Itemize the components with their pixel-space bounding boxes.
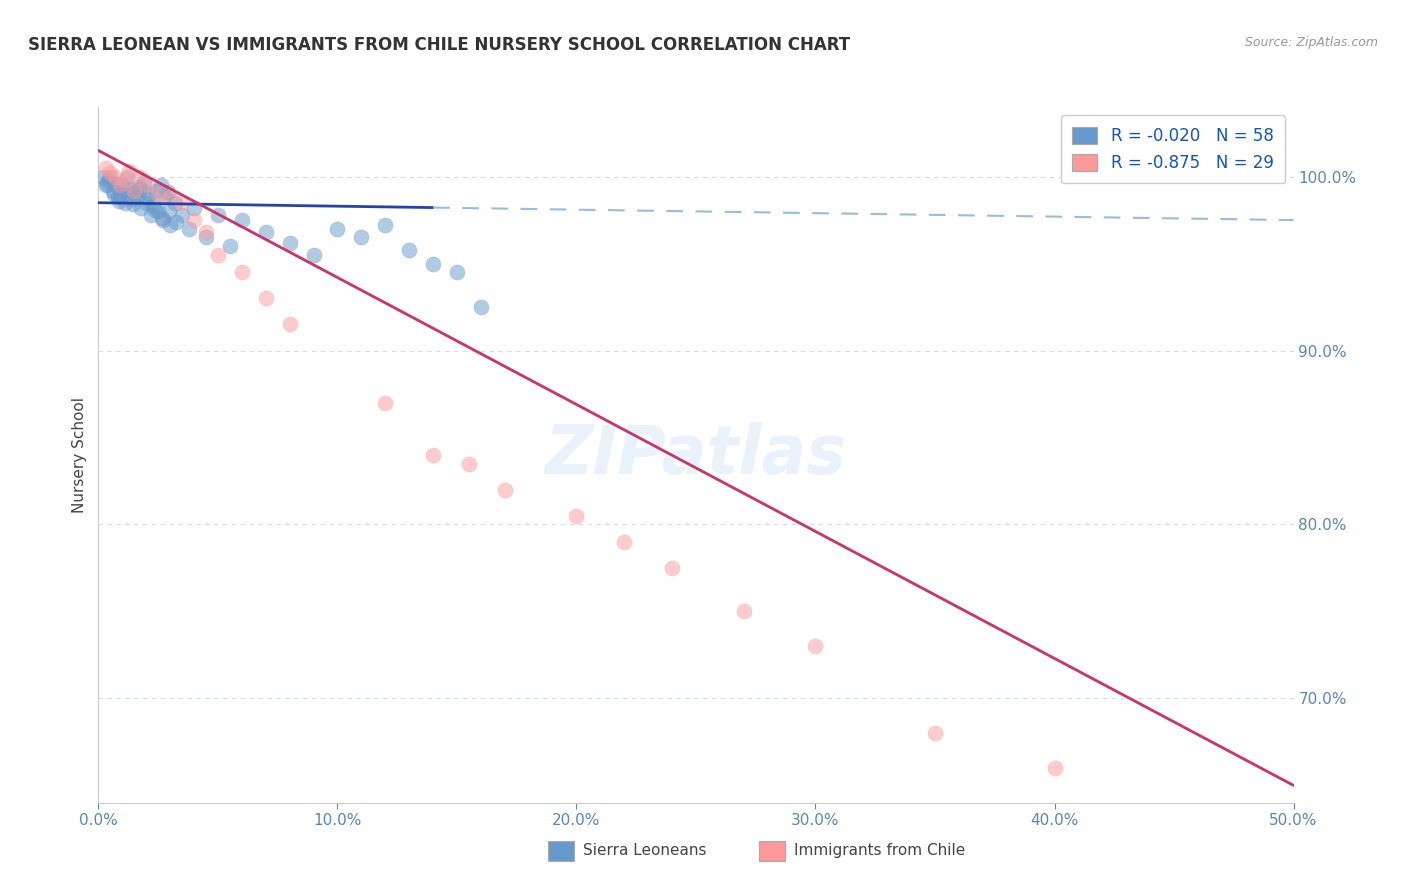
Point — [135, 195, 157, 210]
Point — [142, 199, 165, 213]
Point — [494, 483, 516, 497]
Point — [207, 248, 229, 262]
Point — [374, 395, 396, 409]
Point — [149, 178, 172, 193]
Point — [183, 201, 205, 215]
Point — [398, 243, 420, 257]
Point — [159, 219, 181, 233]
Point — [148, 187, 170, 202]
Point — [207, 208, 229, 222]
Point — [254, 291, 277, 305]
Point — [1043, 761, 1066, 775]
Point — [114, 173, 136, 187]
Point — [131, 201, 153, 215]
Point — [111, 178, 134, 193]
Point — [136, 192, 159, 206]
Y-axis label: Nursery School: Nursery School — [72, 397, 87, 513]
Point — [159, 190, 181, 204]
Point — [125, 188, 148, 202]
Point — [118, 164, 141, 178]
Point — [565, 508, 588, 523]
Point — [302, 248, 325, 262]
Point — [98, 169, 122, 184]
Point — [129, 182, 152, 196]
Point — [124, 186, 146, 200]
Point — [114, 195, 136, 210]
Point — [121, 192, 143, 206]
Point — [97, 173, 120, 187]
Point — [326, 222, 349, 236]
Point — [96, 177, 118, 191]
Point — [183, 213, 205, 227]
Text: ZIPatlas: ZIPatlas — [546, 422, 846, 488]
Point — [195, 225, 218, 239]
Point — [94, 178, 117, 193]
Point — [103, 187, 125, 202]
Point — [219, 239, 242, 253]
Point — [98, 166, 122, 180]
Text: SIERRA LEONEAN VS IMMIGRANTS FROM CHILE NURSERY SCHOOL CORRELATION CHART: SIERRA LEONEAN VS IMMIGRANTS FROM CHILE … — [28, 36, 851, 54]
Point — [155, 190, 177, 204]
Text: Sierra Leoneans: Sierra Leoneans — [583, 844, 707, 858]
Point — [350, 230, 373, 244]
Point — [278, 318, 301, 332]
Point — [231, 213, 253, 227]
Point — [94, 161, 117, 175]
Point — [118, 182, 141, 196]
Point — [132, 175, 155, 189]
Point — [143, 202, 166, 217]
Point — [254, 225, 277, 239]
Point — [91, 169, 114, 184]
Point — [374, 219, 396, 233]
Point — [195, 230, 218, 244]
Point — [661, 561, 683, 575]
Point — [470, 300, 492, 314]
Point — [107, 194, 129, 208]
Point — [124, 184, 146, 198]
Point — [613, 534, 636, 549]
Point — [104, 169, 127, 184]
Point — [104, 177, 127, 191]
Point — [135, 178, 157, 193]
Point — [156, 186, 179, 200]
Point — [179, 222, 201, 236]
Point — [128, 180, 150, 194]
Point — [422, 448, 444, 462]
Point — [115, 169, 138, 184]
Point — [152, 213, 174, 227]
Point — [422, 256, 444, 270]
Point — [138, 187, 160, 202]
Point — [165, 215, 187, 229]
Point — [139, 208, 162, 222]
Point — [122, 197, 145, 211]
Point — [458, 457, 481, 471]
Point — [101, 184, 124, 198]
Point — [172, 195, 194, 210]
Point — [128, 169, 150, 184]
Point — [163, 195, 186, 210]
Point — [108, 178, 131, 193]
Point — [733, 604, 755, 618]
Point — [231, 265, 253, 279]
Point — [157, 204, 180, 219]
Point — [924, 726, 946, 740]
Legend: R = -0.020   N = 58, R = -0.875   N = 29: R = -0.020 N = 58, R = -0.875 N = 29 — [1060, 115, 1285, 184]
Point — [145, 184, 167, 198]
Point — [108, 187, 131, 202]
Point — [148, 204, 170, 219]
Point — [107, 190, 129, 204]
Point — [446, 265, 468, 279]
Point — [115, 184, 138, 198]
Text: Source: ZipAtlas.com: Source: ZipAtlas.com — [1244, 36, 1378, 49]
Point — [172, 208, 194, 222]
Point — [150, 211, 173, 226]
Point — [278, 235, 301, 250]
Text: Immigrants from Chile: Immigrants from Chile — [794, 844, 966, 858]
Point — [804, 639, 827, 653]
